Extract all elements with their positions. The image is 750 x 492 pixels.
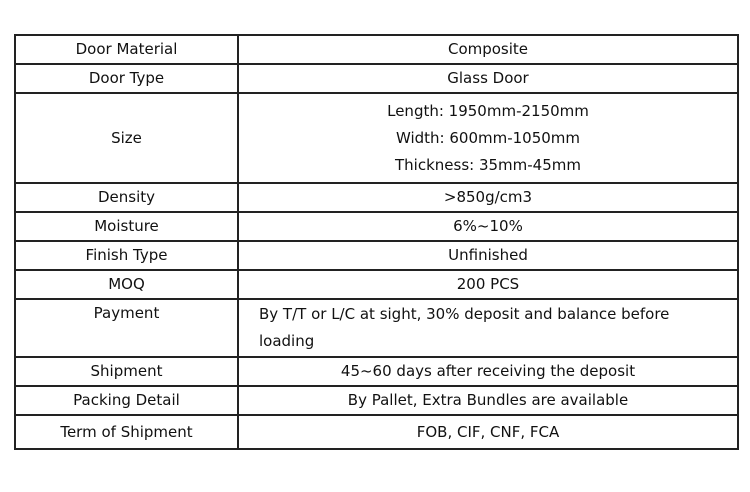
row-value: FOB, CIF, CNF, FCA [237, 414, 739, 450]
size-width: Width: 600mm-1050mm [395, 128, 581, 147]
spec-table: Door Material Composite Door Type Glass … [14, 34, 739, 450]
row-label: MOQ [14, 269, 239, 300]
row-label: Door Material [14, 34, 239, 65]
row-value: By Pallet, Extra Bundles are available [237, 385, 739, 416]
table-row: Shipment 45~60 days after receiving the … [14, 356, 739, 387]
row-label: Packing Detail [14, 385, 239, 416]
table-row: MOQ 200 PCS [14, 269, 739, 300]
row-label: Door Type [14, 63, 239, 94]
row-value: 45~60 days after receiving the deposit [237, 356, 739, 387]
row-label: Finish Type [14, 240, 239, 271]
row-label: Shipment [14, 356, 239, 387]
row-label: Moisture [14, 211, 239, 242]
row-value: 6%~10% [237, 211, 739, 242]
table-row: Density >850g/cm3 [14, 182, 739, 213]
table-row: Payment By T/T or L/C at sight, 30% depo… [14, 298, 739, 358]
row-value: Composite [237, 34, 739, 65]
row-value: Length: 1950mm-2150mm Width: 600mm-1050m… [237, 92, 739, 184]
row-label: Size [14, 92, 239, 184]
table-row: Term of Shipment FOB, CIF, CNF, FCA [14, 414, 739, 450]
table-row: Packing Detail By Pallet, Extra Bundles … [14, 385, 739, 416]
table-row: Door Material Composite [14, 34, 739, 65]
row-value: 200 PCS [237, 269, 739, 300]
row-value: By T/T or L/C at sight, 30% deposit and … [237, 298, 739, 358]
table-row: Door Type Glass Door [14, 63, 739, 94]
size-length: Length: 1950mm-2150mm [387, 101, 589, 120]
payment-line: loading [259, 332, 315, 350]
row-value: Unfinished [237, 240, 739, 271]
table-row: Size Length: 1950mm-2150mm Width: 600mm-… [14, 92, 739, 184]
payment-line: By T/T or L/C at sight, 30% deposit and … [259, 305, 670, 323]
row-label: Density [14, 182, 239, 213]
row-label: Payment [14, 298, 239, 358]
table-row: Moisture 6%~10% [14, 211, 739, 242]
row-value: >850g/cm3 [237, 182, 739, 213]
table-row: Finish Type Unfinished [14, 240, 739, 271]
row-label: Term of Shipment [14, 414, 239, 450]
row-value: Glass Door [237, 63, 739, 94]
size-thickness: Thickness: 35mm-45mm [395, 155, 581, 174]
